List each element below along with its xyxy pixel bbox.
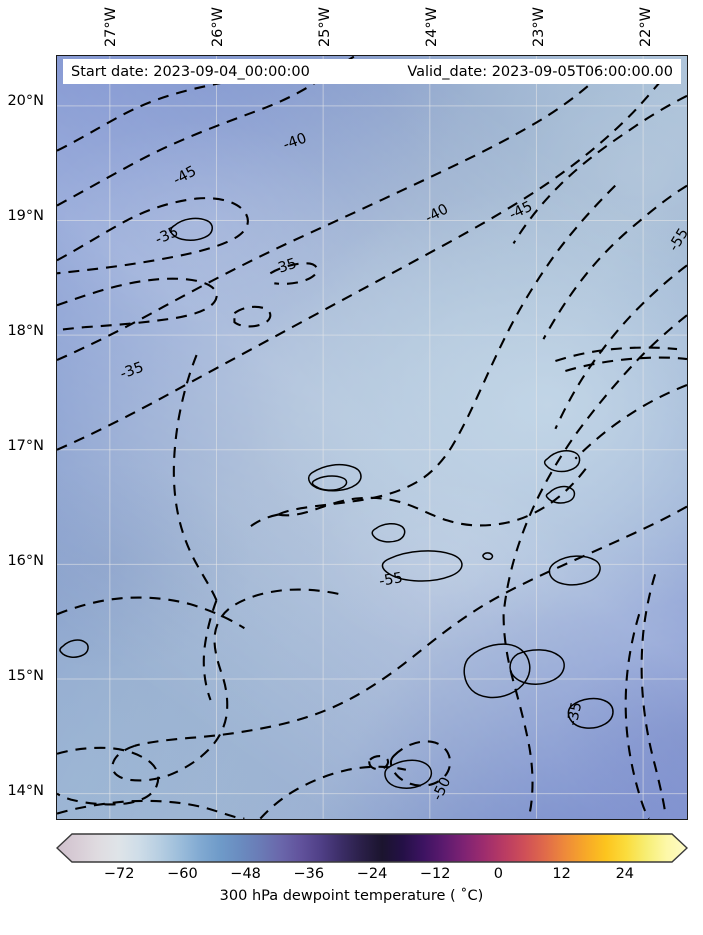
valid-date-label: Valid_date: 2023-09-05T06:00:00.00	[407, 63, 673, 80]
field-mottling	[57, 56, 687, 819]
dewpoint-temperature-field	[57, 56, 687, 819]
y-tick-16°N: 16°N	[7, 553, 44, 570]
title-annotation-bar: Start date: 2023-09-04_00:00:00 Valid_da…	[63, 59, 681, 84]
colorbar-tick-24: 24	[615, 866, 635, 882]
y-tick-18°N: 18°N	[7, 323, 44, 340]
colorbar-tick-labels: −72 −60 −48 −36 −24 −12 0 12 24	[0, 866, 703, 888]
colorbar-tick-0: 0	[493, 866, 504, 882]
start-date-label: Start date: 2023-09-04_00:00:00	[71, 63, 310, 80]
y-tick-14°N: 14°N	[7, 783, 44, 800]
colorbar[interactable]	[56, 833, 688, 863]
map-axes[interactable]: -45-40-35-35-40-45-50-55-35-45-55-35-50-…	[56, 55, 688, 820]
x-tick-26°W: 26°W	[209, 6, 226, 47]
x-tick-24°W: 24°W	[423, 6, 440, 47]
colorbar-tick--24: −24	[356, 866, 388, 882]
y-tick-17°N: 17°N	[7, 438, 44, 455]
x-axis-tick-labels: 27°W 26°W 25°W 24°W 23°W 22°W	[0, 0, 703, 55]
x-tick-27°W: 27°W	[102, 6, 119, 47]
y-axis-tick-labels: 14°N 15°N 16°N 17°N 18°N 19°N 20°N	[0, 0, 52, 935]
colorbar-title: 300 hPa dewpoint temperature ( ˚C)	[219, 888, 484, 904]
colorbar-tick--72: −72	[103, 866, 135, 882]
colorbar-tick--60: −60	[167, 866, 198, 882]
colorbar-tick--12: −12	[419, 866, 451, 882]
colorbar-tick--48: −48	[230, 866, 261, 882]
y-tick-20°N: 20°N	[7, 93, 44, 109]
y-tick-15°N: 15°N	[7, 668, 44, 685]
colorbar-tick-12: 12	[552, 866, 571, 882]
x-tick-23°W: 23°W	[531, 6, 548, 47]
x-tick-22°W: 22°W	[638, 6, 655, 47]
colorbar-tick--36: −36	[293, 866, 325, 882]
colorbar-swatch	[56, 833, 688, 863]
x-tick-25°W: 25°W	[316, 6, 333, 47]
y-tick-19°N: 19°N	[7, 208, 44, 225]
